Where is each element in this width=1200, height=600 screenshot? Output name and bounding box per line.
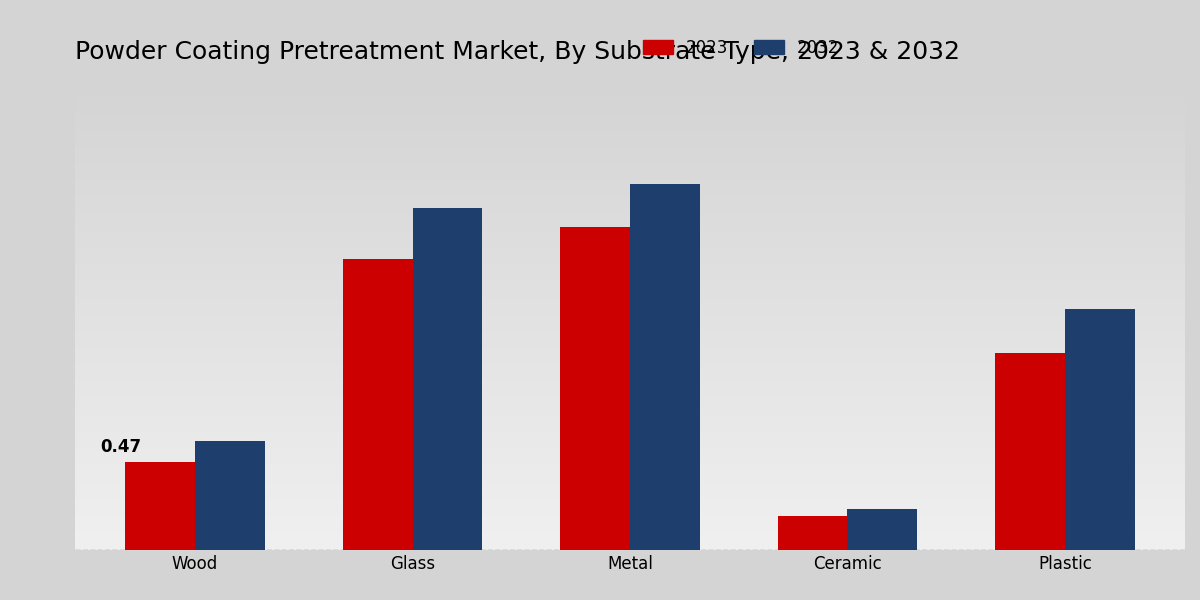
Bar <box>560 227 630 550</box>
Legend: 2023, 2032: 2023, 2032 <box>636 32 846 64</box>
Text: Powder Coating Pretreatment Market, By Substrate Type, 2023 & 2032: Powder Coating Pretreatment Market, By S… <box>74 40 960 64</box>
Bar <box>847 509 917 550</box>
Bar <box>196 441 265 550</box>
Bar <box>343 259 413 550</box>
Bar <box>413 208 482 550</box>
Bar <box>126 462 196 550</box>
Bar <box>995 353 1064 550</box>
Bar <box>1064 310 1134 550</box>
Text: 0.47: 0.47 <box>101 438 142 456</box>
Bar <box>778 516 847 550</box>
Bar <box>630 184 700 550</box>
